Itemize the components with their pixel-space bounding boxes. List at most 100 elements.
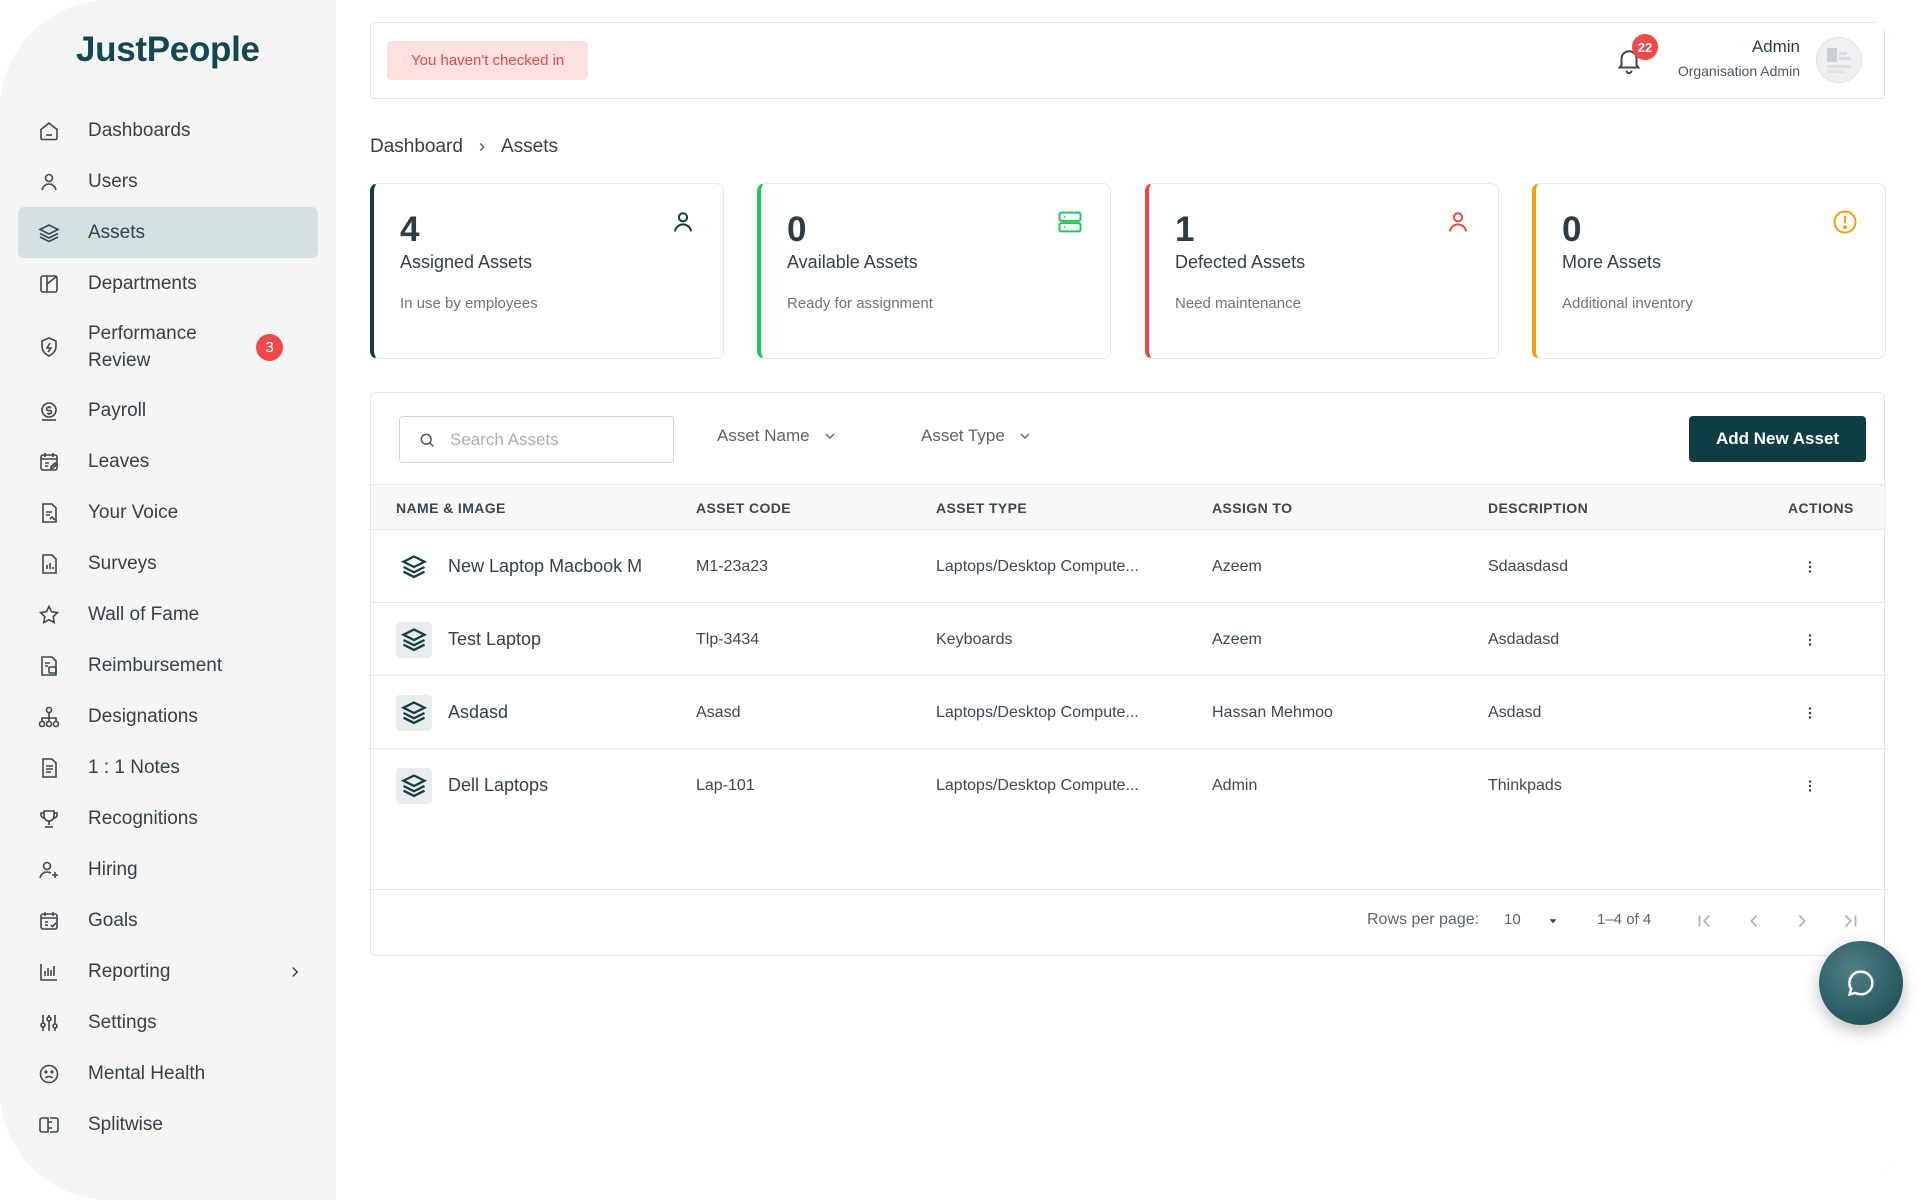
sidebar-item-label: Users <box>88 171 138 192</box>
sidebar-item-leaves[interactable]: Leaves <box>18 436 318 487</box>
stat-card-available[interactable]: 0 Available Assets Ready for assignment <box>757 183 1111 359</box>
server-icon <box>1058 211 1082 233</box>
sidebar: JustPeople Dashboards Users Assets <box>0 0 336 1200</box>
asset-name: Asdasd <box>448 702 509 722</box>
asset-code: Tlp-3434 <box>696 630 760 648</box>
sidebar-item-recognitions[interactable]: Recognitions <box>18 793 318 844</box>
more-vertical-icon[interactable] <box>1801 558 1819 576</box>
sidebar-item-users[interactable]: Users <box>18 156 318 207</box>
sidebar-item-label: Leaves <box>88 451 150 472</box>
asset-description: Thinkpads <box>1488 776 1562 794</box>
alert-circle-icon <box>1833 210 1857 234</box>
column-header-assign[interactable]: ASSIGN TO <box>1212 500 1293 516</box>
stat-subtitle: Need maintenance <box>1175 295 1301 312</box>
sidebar-item-label: Reimbursement <box>88 655 223 676</box>
sidebar-item-reporting[interactable]: Reporting <box>18 946 318 997</box>
sidebar-item-payroll[interactable]: Payroll <box>18 385 318 436</box>
top-bar: You haven't checked in 22 Admin Organisa… <box>370 22 1885 99</box>
first-page-icon[interactable] <box>1694 910 1716 932</box>
layers-icon <box>396 621 432 658</box>
sidebar-item-label: Designations <box>88 706 198 727</box>
sidebar-item-label: Departments <box>88 273 197 294</box>
sidebar-item-wall-of-fame[interactable]: Wall of Fame <box>18 589 318 640</box>
stat-card-defected[interactable]: 1 Defected Assets Need maintenance <box>1145 183 1499 359</box>
more-vertical-icon[interactable] <box>1801 631 1819 649</box>
search-input[interactable] <box>450 429 670 450</box>
sidebar-item-departments[interactable]: Departments <box>18 258 318 309</box>
stat-title: More Assets <box>1562 252 1662 272</box>
more-vertical-icon[interactable] <box>1801 704 1819 722</box>
avatar[interactable] <box>1816 37 1862 83</box>
add-new-asset-button[interactable]: Add New Asset <box>1689 416 1866 462</box>
sidebar-item-label: Recognitions <box>88 808 198 829</box>
asset-code: Lap-101 <box>696 776 755 794</box>
table-row[interactable]: New Laptop Macbook M M1-23a23 Laptops/De… <box>371 530 1884 603</box>
table-row[interactable]: Test Laptop Tlp-3434 Keyboards Azeem Asd… <box>371 603 1884 676</box>
stats-cards: 4 Assigned Assets In use by employees 0 … <box>370 183 1886 359</box>
asset-name: Test Laptop <box>448 629 542 649</box>
asset-type-filter[interactable]: Asset Type <box>921 426 1033 446</box>
sidebar-item-performance-review[interactable]: Performance Review 3 <box>18 309 318 385</box>
sidebar-item-your-voice[interactable]: Your Voice <box>18 487 318 538</box>
app-logo[interactable]: JustPeople <box>76 30 260 69</box>
column-header-type[interactable]: ASSET TYPE <box>936 500 1028 516</box>
sidebar-item-designations[interactable]: Designations <box>18 691 318 742</box>
sidebar-item-mental-health[interactable]: Mental Health <box>18 1048 318 1099</box>
layers-icon <box>396 694 432 731</box>
breadcrumb-root[interactable]: Dashboard <box>370 136 463 157</box>
sidebar-item-label: Surveys <box>88 553 157 574</box>
previous-page-icon[interactable] <box>1743 910 1765 932</box>
column-header-name[interactable]: NAME & IMAGE <box>396 500 506 516</box>
asset-name-cell: Test Laptop <box>396 603 541 676</box>
asset-name: New Laptop Macbook M <box>448 556 643 576</box>
stat-card-assigned[interactable]: 4 Assigned Assets In use by employees <box>370 183 724 359</box>
sidebar-item-label: Hiring <box>88 859 138 880</box>
sidebar-item-goals[interactable]: Goals <box>18 895 318 946</box>
rows-per-page-label: Rows per page: <box>1367 911 1480 928</box>
search-box[interactable] <box>399 416 674 463</box>
next-page-icon[interactable] <box>1791 910 1813 932</box>
asset-name-filter[interactable]: Asset Name <box>717 426 838 446</box>
table-row[interactable]: Dell Laptops Lap-101 Laptops/Desktop Com… <box>371 749 1884 822</box>
sidebar-item-label: Wall of Fame <box>88 604 200 625</box>
sidebar-item-label: Payroll <box>88 400 147 421</box>
user-name: Admin <box>1751 37 1800 56</box>
sidebar-item-reimbursement[interactable]: Reimbursement <box>18 640 318 691</box>
stat-card-more[interactable]: 0 More Assets Additional inventory <box>1532 183 1886 359</box>
sliders-icon <box>36 1010 62 1036</box>
chat-button[interactable] <box>1819 941 1903 1025</box>
user-icon <box>36 169 62 195</box>
table-row[interactable]: Asdasd Asasd Laptops/Desktop Compute... … <box>371 676 1884 749</box>
sidebar-item-splitwise[interactable]: Splitwise <box>18 1099 318 1150</box>
sidebar-item-one-on-one-notes[interactable]: 1 : 1 Notes <box>18 742 318 793</box>
stat-title: Assigned Assets <box>400 252 533 272</box>
user-icon <box>1448 212 1468 232</box>
shield-bolt-icon <box>36 334 62 360</box>
asset-name-cell: New Laptop Macbook M <box>396 530 642 603</box>
sidebar-item-assets[interactable]: Assets <box>18 207 318 258</box>
sidebar-nav: Dashboards Users Assets Departments <box>18 105 318 1150</box>
search-icon <box>420 433 434 447</box>
sidebar-item-label: Assets <box>88 222 146 243</box>
checkin-alert[interactable]: You haven't checked in <box>387 41 589 80</box>
asset-assignee: Admin <box>1212 776 1258 794</box>
column-header-code[interactable]: ASSET CODE <box>696 500 792 516</box>
asset-assignee: Azeem <box>1212 557 1262 575</box>
sidebar-item-hiring[interactable]: Hiring <box>18 844 318 895</box>
more-vertical-icon[interactable] <box>1801 777 1819 795</box>
caret-down-icon[interactable] <box>1546 914 1560 928</box>
sidebar-item-dashboards[interactable]: Dashboards <box>18 105 318 156</box>
user-icon <box>673 212 693 232</box>
sidebar-item-label: Performance Review <box>88 323 197 371</box>
column-header-description[interactable]: DESCRIPTION <box>1488 500 1589 516</box>
sidebar-item-surveys[interactable]: Surveys <box>18 538 318 589</box>
sidebar-item-label: Settings <box>88 1012 157 1033</box>
asset-code: M1-23a23 <box>696 557 769 575</box>
asset-code: Asasd <box>696 703 741 721</box>
rows-per-page-select[interactable]: 10 <box>1504 911 1521 928</box>
last-page-icon[interactable] <box>1839 910 1861 932</box>
asset-name-cell: Dell Laptops <box>396 749 548 822</box>
chevron-down-icon <box>825 433 835 439</box>
sidebar-item-settings[interactable]: Settings <box>18 997 318 1048</box>
stat-value: 0 <box>787 210 807 249</box>
